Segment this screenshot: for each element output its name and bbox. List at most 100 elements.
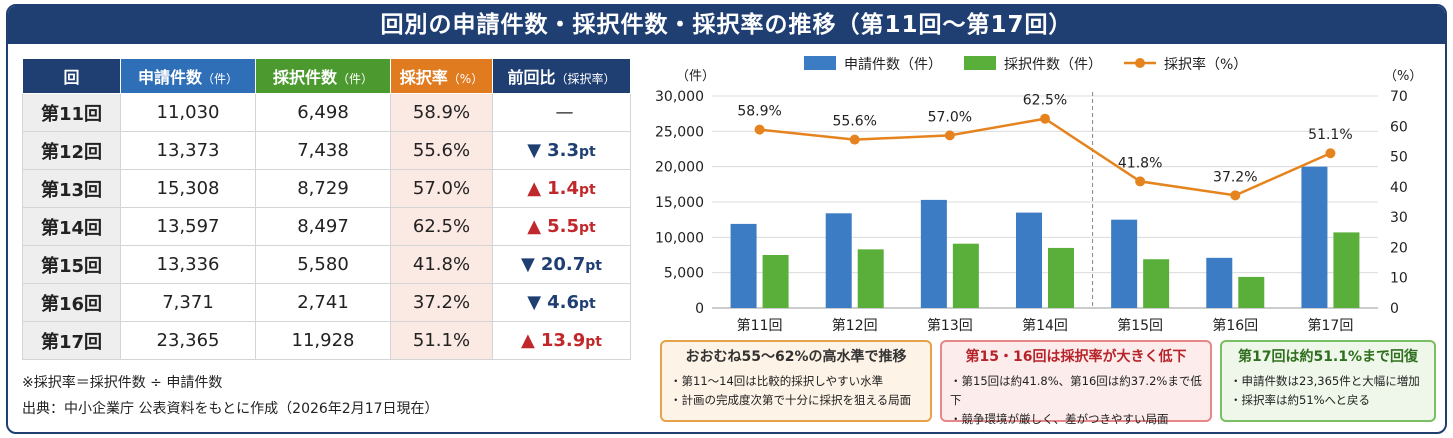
- legend-marker: [1135, 58, 1145, 68]
- cell-adopted: 8,497: [255, 207, 391, 246]
- summary-box-title: おおむね55〜62%の高水準で推移: [685, 349, 907, 365]
- legend-label: 申請件数（件）: [844, 57, 942, 73]
- cell-rate: 57.0%: [390, 169, 493, 208]
- column-header-unit: （%）: [447, 72, 484, 86]
- cell-round: 第12回: [22, 131, 121, 170]
- cell-rate: 58.9%: [390, 93, 493, 132]
- change-value: 1.4: [547, 178, 579, 199]
- cell-round: 第17回: [22, 321, 121, 360]
- change-value: 4.6: [547, 292, 579, 313]
- x-tick-label: 第14回: [1022, 317, 1068, 334]
- legend-label: 採択件数（件）: [1004, 57, 1102, 73]
- table-header-row: 回申請件数（件） 採択件数（件） 採択率（%） 前回比（採択率）: [22, 58, 631, 94]
- table-row: 第11回 11,030 6,498 58.9% —: [22, 93, 631, 132]
- column-header-label: 申請件数: [137, 68, 202, 87]
- change-unit: pt: [585, 258, 602, 274]
- down-arrow-icon: ▼: [527, 292, 542, 313]
- cell-change: —: [492, 93, 631, 132]
- x-tick-label: 第13回: [927, 317, 973, 334]
- cell-applications: 15,308: [120, 169, 256, 208]
- up-arrow-icon: ▲: [527, 216, 542, 237]
- rate-data-label: 62.5%: [1023, 93, 1067, 109]
- change-unit: pt: [579, 220, 596, 236]
- source-note: 出典：中小企業庁 公表資料をもとに作成（2026年2月17日現在）: [22, 401, 439, 417]
- column-header-label: 採択率: [399, 68, 448, 87]
- y-left-tick-label: 5,000: [664, 266, 704, 282]
- cell-rate: 51.1%: [390, 321, 493, 360]
- y-left-tick-label: 25,000: [655, 124, 704, 140]
- cell-round: 第13回: [22, 169, 121, 208]
- x-tick-label: 第12回: [832, 317, 878, 334]
- y-left-axis-label: （件）: [676, 69, 715, 84]
- cell-change: ▼ 20.7pt: [492, 245, 631, 284]
- rate-point: [1230, 190, 1241, 201]
- column-header-label: 採択件数: [272, 68, 337, 87]
- x-tick-label: 第17回: [1308, 317, 1354, 334]
- table-row: 第14回 13,597 8,497 62.5% ▲ 5.5pt: [22, 207, 631, 246]
- x-tick-label: 第11回: [737, 317, 783, 334]
- bar-adopted: [1143, 259, 1170, 308]
- summary-box-item: 採択率は約51%へと戻る: [1230, 391, 1426, 410]
- y-right-tick-label: 20: [1390, 240, 1408, 256]
- bar-adopted: [857, 249, 884, 308]
- change-unit: pt: [579, 182, 596, 198]
- bar-applications: [825, 213, 852, 308]
- rate-data-label: 55.6%: [832, 114, 876, 130]
- cell-applications: 13,597: [120, 207, 256, 246]
- rate-point: [849, 134, 860, 145]
- footnote: ※採択率＝採択件数 ÷ 申請件数: [22, 375, 223, 391]
- y-right-tick-label: 10: [1390, 271, 1408, 287]
- y-left-tick-label: 15,000: [655, 195, 704, 211]
- rate-point: [1135, 176, 1146, 187]
- y-left-tick-label: 30,000: [655, 89, 704, 105]
- legend-swatch: [804, 56, 836, 70]
- cell-change: ▲ 5.5pt: [492, 207, 631, 246]
- cell-adopted: 2,741: [255, 283, 391, 322]
- column-header: 採択件数（件）: [255, 58, 391, 94]
- summary-box-drop: 第15・16回は採択率が大きく低下 第15回は約41.8%、第16回は約37.2…: [940, 340, 1212, 426]
- column-header-unit: （採択率）: [555, 72, 616, 86]
- summary-box-item: 第15回は約41.8%、第16回は約37.2%まで低下: [950, 372, 1202, 410]
- x-tick-label: 第16回: [1212, 317, 1258, 334]
- cell-adopted: 6,498: [255, 93, 391, 132]
- bar-adopted: [952, 243, 979, 308]
- summary-box-title: 第15・16回は採択率が大きく低下: [965, 349, 1187, 365]
- page-title: 回別の申請件数・採択件数・採択率の推移（第11回〜第17回）: [8, 6, 1445, 44]
- cell-adopted: 11,928: [255, 321, 391, 360]
- y-right-tick-label: 70: [1390, 89, 1408, 105]
- summary-box-item: 第11〜14回は比較的採択しやすい水準: [670, 372, 922, 391]
- cell-rate: 37.2%: [390, 283, 493, 322]
- rate-point: [1040, 113, 1050, 124]
- cell-round: 第11回: [22, 93, 121, 132]
- bar-applications: [1111, 219, 1138, 308]
- summary-box-title: 第17回は約51.1%まで回復: [1237, 349, 1419, 365]
- bar-applications: [1206, 257, 1233, 308]
- cell-adopted: 7,438: [255, 131, 391, 170]
- y-right-tick-label: 60: [1390, 119, 1408, 135]
- rate-data-label: 51.1%: [1308, 127, 1352, 143]
- cell-rate: 62.5%: [390, 207, 493, 246]
- summary-box-item: 申請件数は23,365件と大幅に増加: [1230, 372, 1426, 391]
- cell-applications: 7,371: [120, 283, 256, 322]
- cell-change: ▼ 4.6pt: [492, 283, 631, 322]
- column-header-unit: （件）: [337, 72, 374, 86]
- cell-adopted: 5,580: [255, 245, 391, 284]
- column-header: 申請件数（件）: [120, 58, 256, 94]
- change-value: 20.7: [540, 254, 586, 275]
- down-arrow-icon: ▼: [527, 140, 542, 161]
- cell-applications: 11,030: [120, 93, 256, 132]
- column-header-label: 前回比: [507, 68, 556, 87]
- change-unit: pt: [585, 334, 602, 350]
- data-table: 回申請件数（件） 採択件数（件） 採択率（%） 前回比（採択率） 第11回 11,030…: [22, 58, 631, 360]
- change-value: 13.9: [540, 330, 586, 351]
- rate-data-label: 37.2%: [1213, 169, 1257, 185]
- change-value: —: [555, 102, 574, 123]
- cell-adopted: 8,729: [255, 169, 391, 208]
- legend-swatch: [964, 56, 996, 70]
- column-header: 前回比（採択率）: [492, 58, 631, 94]
- summary-box-high: おおむね55〜62%の高水準で推移 第11〜14回は比較的採択しやすい水準 計画…: [660, 340, 932, 422]
- cell-applications: 23,365: [120, 321, 256, 360]
- cell-round: 第16回: [22, 283, 121, 322]
- y-left-tick-label: 20,000: [655, 160, 704, 176]
- cell-change: ▼ 3.3pt: [492, 131, 631, 170]
